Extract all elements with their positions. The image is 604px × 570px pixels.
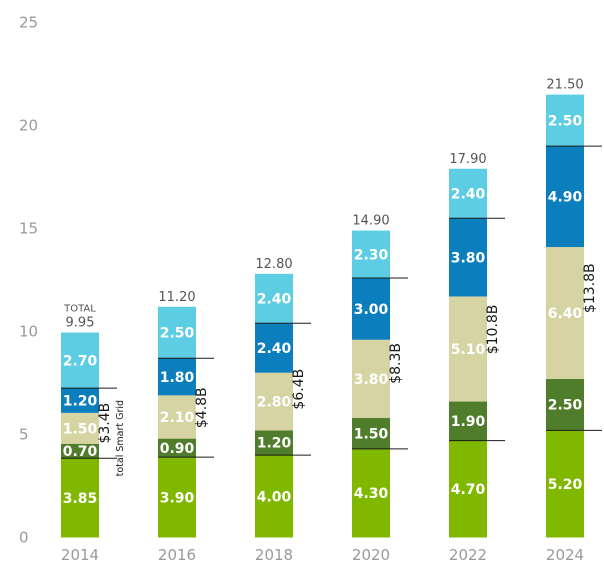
bar-label-2016-segment-2: 0.90 <box>160 441 195 457</box>
bar-label-2018-segment-4: 2.40 <box>257 341 292 357</box>
smart-grid-note: total Smart Grid <box>115 400 126 476</box>
bar-label-2024-segment-3: 6.40 <box>548 306 583 322</box>
y-tick-label-15: 15 <box>19 220 38 238</box>
smart-grid-label-2018: $6.4B <box>291 369 307 410</box>
x-tick-label-2020: 2020 <box>352 546 390 564</box>
bar-2016-segment-1 <box>158 457 196 538</box>
bar-2018-segment-5 <box>255 273 293 324</box>
total-label-2022: 17.90 <box>449 152 486 167</box>
x-tick-label-2022: 2022 <box>449 546 487 564</box>
bar-2020-segment-4 <box>352 277 390 340</box>
bar-label-2024-segment-4: 4.90 <box>548 190 583 206</box>
total-label-2020: 14.90 <box>352 214 389 229</box>
bar-label-2016-segment-1: 3.90 <box>160 490 195 506</box>
x-tick-label-2018: 2018 <box>255 546 293 564</box>
bar-2024-segment-2 <box>546 378 584 431</box>
bar-2018-segment-4 <box>255 323 293 373</box>
bar-2022-segment-2 <box>449 401 487 441</box>
bar-label-2016-segment-5: 2.50 <box>160 326 195 342</box>
bar-label-2022-segment-3: 5.10 <box>451 342 486 358</box>
bar-label-2020-segment-2: 1.50 <box>354 426 389 442</box>
bar-2022-segment-5 <box>449 168 487 219</box>
total-heading: TOTAL <box>63 304 96 315</box>
smart-grid-label-2016: $4.8B <box>194 387 210 428</box>
bar-label-2022-segment-2: 1.90 <box>451 414 486 430</box>
x-tick-label-2016: 2016 <box>158 546 196 564</box>
x-tick-label-2014: 2014 <box>61 546 99 564</box>
bar-2020-segment-3 <box>352 339 390 419</box>
bar-2024-segment-3 <box>546 247 584 379</box>
total-label-2014: 9.95 <box>66 316 95 331</box>
bar-label-2014-segment-4: 1.20 <box>63 394 98 410</box>
bar-2016-segment-3 <box>158 395 196 439</box>
y-tick-label-25: 25 <box>19 14 38 32</box>
bar-2014-segment-2 <box>61 443 99 459</box>
bar-label-2020-segment-1: 4.30 <box>354 486 389 502</box>
bar-2014-segment-4 <box>61 388 99 413</box>
y-tick-label-10: 10 <box>19 323 38 341</box>
bar-2022-segment-3 <box>449 296 487 402</box>
bar-2024-segment-4 <box>546 146 584 248</box>
bar-label-2024-segment-2: 2.50 <box>548 398 583 414</box>
bar-2014-segment-3 <box>61 412 99 444</box>
total-label-2018: 12.80 <box>255 257 292 272</box>
bar-label-2022-segment-1: 4.70 <box>451 482 486 498</box>
bar-2020-segment-5 <box>352 230 390 278</box>
bar-label-2020-segment-3: 3.80 <box>354 372 389 388</box>
bar-label-2018-segment-1: 4.00 <box>257 489 292 505</box>
smart-grid-label-2020: $8.3B <box>388 343 404 384</box>
y-tick-label-0: 0 <box>19 529 29 547</box>
total-label-2024: 21.50 <box>546 78 583 93</box>
bar-label-2014-segment-5: 2.70 <box>63 353 98 369</box>
smart-grid-label-2014: $3.4B <box>97 403 113 444</box>
bar-label-2014-segment-3: 1.50 <box>63 421 98 437</box>
bar-2022-segment-1 <box>449 440 487 538</box>
bar-label-2016-segment-3: 2.10 <box>160 410 195 426</box>
bar-2020-segment-1 <box>352 448 390 538</box>
bar-2020-segment-2 <box>352 418 390 449</box>
bar-2014-segment-5 <box>61 332 99 389</box>
bar-label-2018-segment-2: 1.20 <box>257 436 292 452</box>
bar-2024-segment-5 <box>546 94 584 147</box>
bar-label-2024-segment-5: 2.50 <box>548 113 583 129</box>
bar-label-2020-segment-5: 2.30 <box>354 247 389 263</box>
bar-2016-segment-2 <box>158 438 196 458</box>
bar-label-2024-segment-1: 5.20 <box>548 477 583 493</box>
bar-2016-segment-5 <box>158 306 196 359</box>
bar-label-2022-segment-4: 3.80 <box>451 250 486 266</box>
bar-2016-segment-4 <box>158 358 196 396</box>
bar-label-2018-segment-3: 2.80 <box>257 395 292 411</box>
bar-2022-segment-4 <box>449 218 487 297</box>
bar-label-2020-segment-4: 3.00 <box>354 302 389 318</box>
bar-2014-segment-1 <box>61 458 99 538</box>
total-label-2016: 11.20 <box>158 290 195 305</box>
y-tick-label-5: 5 <box>19 426 29 444</box>
bar-label-2014-segment-2: 0.70 <box>63 444 98 460</box>
smart-grid-label-2024: $13.8B <box>582 263 598 313</box>
bar-label-2022-segment-5: 2.40 <box>451 186 486 202</box>
bar-label-2018-segment-5: 2.40 <box>257 292 292 308</box>
bar-2018-segment-2 <box>255 430 293 456</box>
bar-label-2016-segment-4: 1.80 <box>160 370 195 386</box>
smart-grid-label-2022: $10.8B <box>485 305 501 355</box>
y-tick-label-20: 20 <box>19 117 38 135</box>
bar-2018-segment-3 <box>255 372 293 431</box>
bar-2018-segment-1 <box>255 455 293 538</box>
bar-label-2014-segment-1: 3.85 <box>63 491 98 507</box>
bar-2024-segment-1 <box>546 430 584 538</box>
x-tick-label-2024: 2024 <box>546 546 584 564</box>
